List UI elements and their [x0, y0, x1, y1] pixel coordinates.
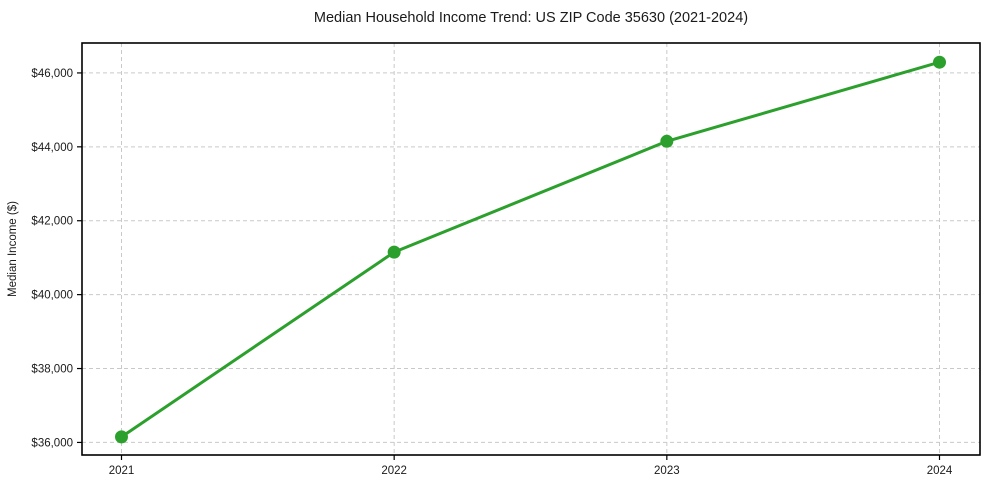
data-point [115, 430, 128, 444]
y-tick-label: $38,000 [31, 364, 73, 376]
y-tick-label: $42,000 [31, 216, 73, 228]
trend-series [115, 55, 946, 444]
chart-title: Median Household Income Trend: US ZIP Co… [314, 10, 748, 26]
plot-frame [81, 42, 981, 456]
x-tick-label: 2024 [927, 465, 953, 477]
y-axis-label: Median Income ($) [7, 201, 19, 297]
x-tick-label: 2022 [381, 465, 407, 477]
y-tick-label: $40,000 [31, 290, 73, 302]
gridlines [82, 43, 980, 455]
data-point [387, 245, 401, 259]
x-tick-label: 2023 [654, 465, 680, 477]
data-point [660, 134, 674, 148]
data-point [933, 55, 946, 69]
axis-ticks: $36,000 $38,000 $40,000 $42,000 $44,000 $46,0… [31, 68, 952, 477]
y-tick-label: $36,000 [31, 437, 73, 449]
x-tick-label: 2021 [109, 465, 135, 477]
y-tick-label: $46,000 [31, 68, 73, 80]
trend-line [120, 60, 941, 439]
y-tick-label: $44,000 [31, 142, 73, 154]
